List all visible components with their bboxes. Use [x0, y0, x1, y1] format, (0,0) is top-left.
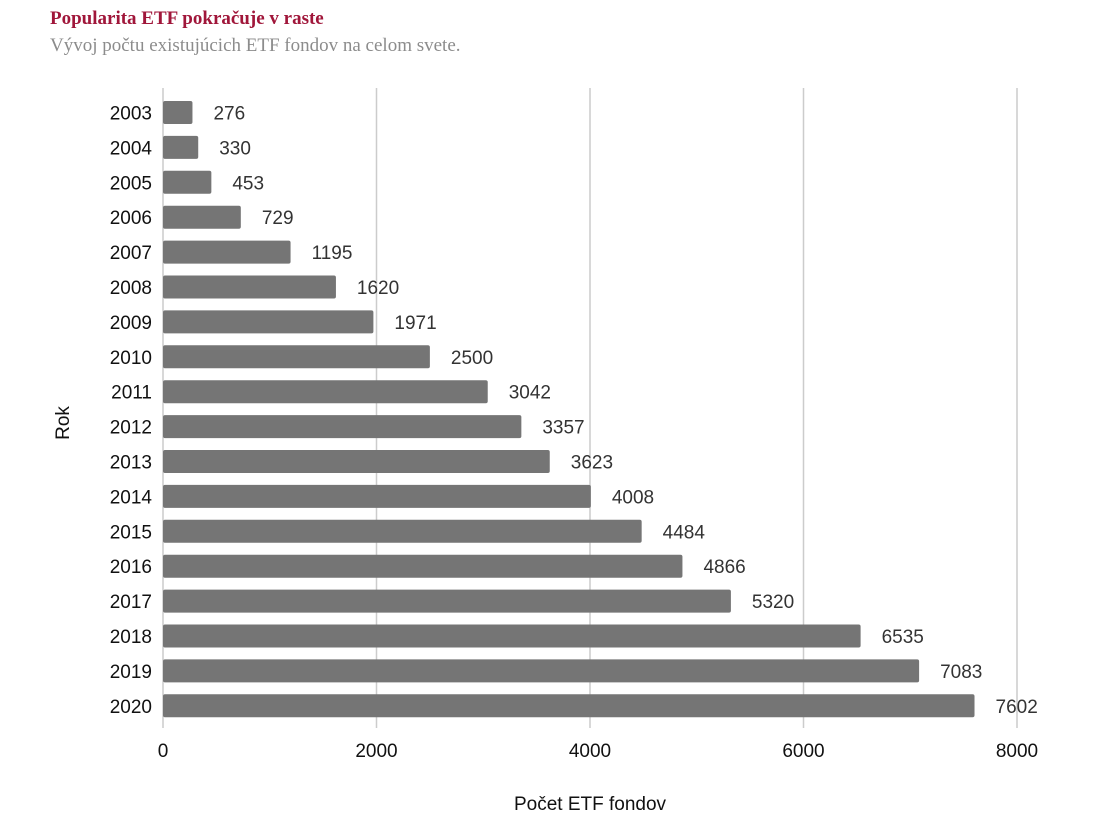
data-label: 330	[219, 138, 251, 159]
x-tick-label: 6000	[782, 741, 824, 762]
data-label: 7602	[996, 697, 1038, 718]
gridlines	[162, 88, 1018, 728]
bar-2018	[163, 624, 861, 648]
x-tick-label: 2000	[355, 741, 397, 762]
bar-2020	[163, 694, 975, 718]
y-tick-label: 2018	[110, 627, 152, 648]
data-label: 7083	[940, 662, 982, 683]
bars	[163, 101, 975, 718]
y-tick-labels: 2003 2004 2005 2006 2007 2008 2009 2010 2011 2012…	[110, 104, 153, 718]
bar-2006	[163, 205, 241, 229]
data-label: 729	[262, 208, 294, 229]
bar-2016	[163, 554, 683, 578]
y-tick-label: 2014	[110, 487, 153, 508]
y-tick-label: 2006	[110, 208, 152, 229]
bar-2012	[163, 415, 522, 439]
bar-2007	[163, 240, 291, 264]
bar-2009	[163, 310, 374, 334]
y-tick-label: 2017	[110, 592, 152, 613]
y-tick-label: 2004	[110, 138, 153, 159]
data-label: 4008	[612, 487, 654, 508]
data-label: 1971	[394, 313, 436, 334]
y-tick-label: 2013	[110, 453, 152, 474]
bar-2003	[163, 101, 193, 124]
bar-2011	[163, 380, 488, 404]
bar-2014	[163, 484, 591, 508]
y-tick-label: 2016	[110, 557, 152, 578]
y-axis-label: Rok	[53, 406, 74, 440]
data-label: 5320	[752, 592, 794, 613]
y-tick-label: 2020	[110, 697, 152, 718]
data-label: 1195	[312, 243, 353, 264]
chart-title: Popularita ETF pokračuje v raste	[50, 8, 324, 29]
bar-2005	[163, 170, 212, 194]
bar-2010	[163, 345, 430, 369]
bar-2017	[163, 589, 731, 613]
data-label: 276	[213, 104, 245, 125]
data-label: 3042	[509, 383, 551, 404]
data-label: 3357	[542, 418, 584, 439]
y-tick-label: 2011	[111, 383, 152, 404]
x-tick-label: 8000	[996, 741, 1038, 762]
y-tick-label: 2009	[110, 313, 152, 334]
bar-2015	[163, 519, 642, 543]
x-tick-label: 0	[158, 741, 169, 762]
bar-2004	[163, 135, 199, 159]
data-label: 4866	[703, 557, 745, 578]
y-tick-label: 2008	[110, 278, 152, 299]
y-tick-label: 2007	[110, 243, 152, 264]
y-tick-label: 2010	[110, 348, 152, 369]
data-label: 3623	[571, 453, 613, 474]
y-tick-label: 2003	[110, 104, 152, 125]
bar-2019	[163, 659, 920, 683]
y-tick-label: 2005	[110, 173, 152, 194]
data-label: 453	[232, 173, 264, 194]
bar-2008	[163, 275, 336, 299]
y-tick-label: 2019	[110, 662, 152, 683]
y-tick-label: 2015	[110, 522, 152, 543]
data-label: 6535	[882, 627, 924, 648]
data-label: 1620	[357, 278, 399, 299]
x-tick-labels: 0 2000 4000 6000 8000	[158, 741, 1038, 762]
x-axis-label: Počet ETF fondov	[514, 794, 667, 815]
x-tick-label: 4000	[569, 741, 611, 762]
y-tick-label: 2012	[110, 418, 152, 439]
chart-subtitle: Vývoj počtu existujúcich ETF fondov na c…	[50, 35, 461, 56]
data-label: 2500	[451, 348, 493, 369]
bar-2013	[163, 450, 550, 473]
data-label: 4484	[663, 522, 706, 543]
